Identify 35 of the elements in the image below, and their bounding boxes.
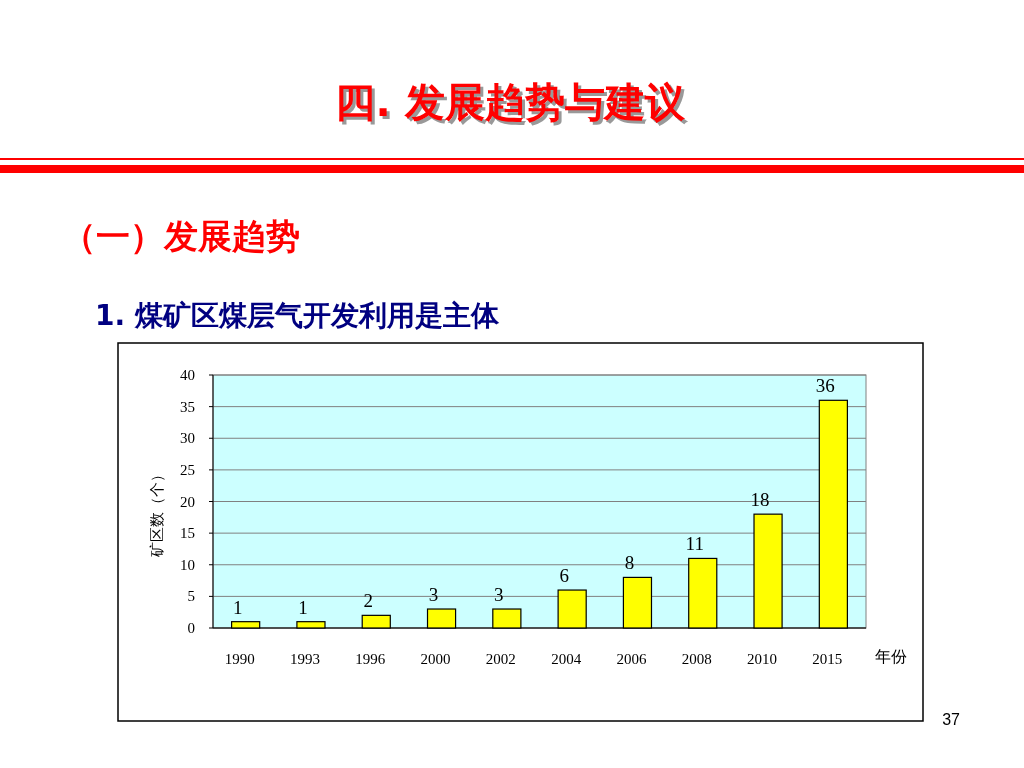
y-tick-label: 25 — [180, 461, 195, 478]
x-tick-label: 2004 — [551, 651, 582, 667]
x-tick-label: 1990 — [224, 651, 255, 667]
y-tick-label: 30 — [180, 430, 195, 447]
data-label: 18 — [750, 489, 770, 511]
y-tick-label: 20 — [180, 493, 195, 510]
data-label: 2 — [363, 590, 373, 612]
y-tick-label: 35 — [180, 398, 195, 415]
y-tick-label: 5 — [187, 588, 195, 605]
y-tick-label: 15 — [180, 525, 195, 542]
x-tick-label: 2006 — [616, 651, 647, 667]
text: 1. 煤矿区煤层气开发利用是主体 — [95, 299, 500, 332]
data-label: 36 — [815, 375, 835, 397]
data-label: 6 — [559, 565, 569, 587]
data-label: 3 — [428, 584, 439, 606]
x-tick-label: 2010 — [747, 651, 778, 667]
x-tick-label: 2008 — [681, 651, 712, 667]
title: 四. 发展趋势与建议 — [335, 79, 685, 125]
data-label: 1 — [232, 596, 243, 618]
x-axis-title: 年份 — [875, 647, 907, 666]
x-tick-label: 1996 — [355, 651, 386, 667]
y-tick-label: 10 — [180, 556, 195, 573]
x-tick-label: 2015 — [812, 651, 843, 667]
data-label: 1 — [298, 596, 308, 618]
data-label: 8 — [624, 552, 635, 574]
x-tick-label: 2002 — [485, 651, 516, 667]
y-tick-label: 40 — [180, 367, 195, 383]
data-label: 11 — [685, 533, 704, 555]
text: 37 — [942, 711, 961, 728]
x-tick-label: 1993 — [289, 651, 320, 667]
y-tick-label: 0 — [187, 620, 195, 636]
data-label: 3 — [494, 584, 504, 606]
chart-subtitle: （一）发展趋势 — [62, 216, 300, 256]
y-axis-title: 矿区数（个） — [148, 466, 166, 558]
x-tick-label: 2000 — [420, 651, 451, 667]
